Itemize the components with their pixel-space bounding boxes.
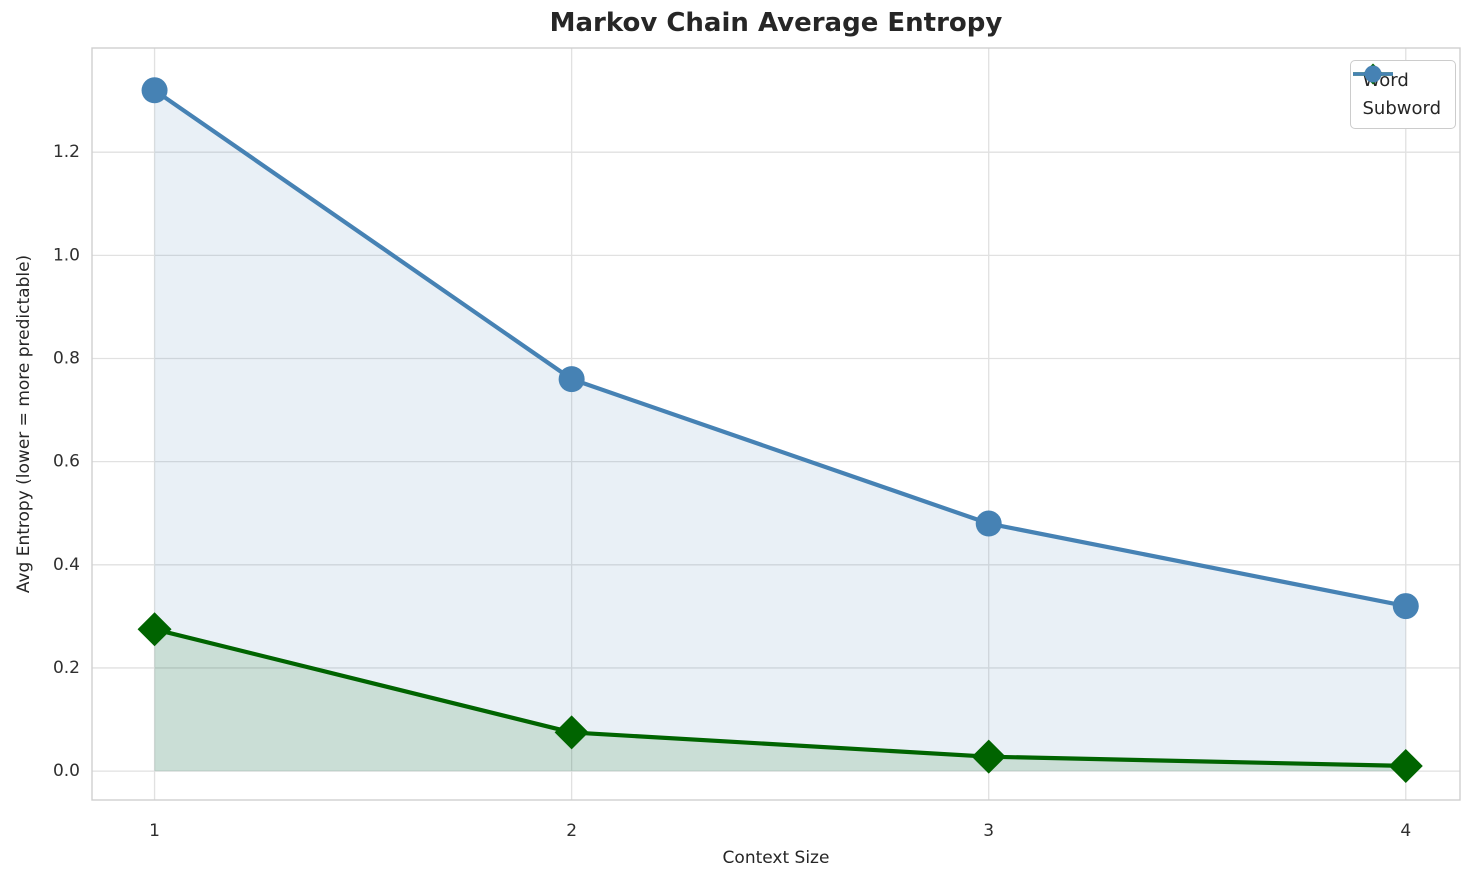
axes-frame (91, 47, 1461, 801)
word-marker-3 (971, 739, 1006, 774)
word-marker-4 (1388, 748, 1423, 783)
x-tick-label-2: 2 (566, 821, 577, 841)
y-tick-label-0: 0.0 (53, 761, 80, 781)
x-tick-label-3: 3 (983, 821, 994, 841)
y-tick-label-0.6: 0.6 (53, 452, 80, 472)
plot-background (92, 48, 1460, 800)
x-axis-label: Context Size (722, 848, 830, 868)
word-area-fill (154, 629, 1406, 772)
subword-line (152, 88, 1408, 609)
word-marker-2 (554, 715, 589, 750)
legend-entry-subword: Subword (1353, 65, 1441, 119)
subword-marker-4 (1392, 593, 1419, 620)
subword-marker-3 (975, 510, 1002, 537)
y-tick-label-0.2: 0.2 (53, 658, 80, 678)
word-marker-1 (137, 612, 172, 647)
circle-marker-icon (1353, 65, 1394, 83)
subword-marker-1 (141, 77, 168, 104)
legend-label: Subword (1362, 98, 1441, 119)
y-tick-label-1: 1.0 (53, 245, 80, 265)
subword-area-fill (154, 90, 1406, 772)
word-line (152, 627, 1408, 769)
chart-title: Markov Chain Average Entropy (549, 8, 1003, 38)
x-tick-label-4: 4 (1400, 821, 1411, 841)
y-tick-label-1.2: 1.2 (53, 142, 80, 162)
subword-marker-2 (558, 366, 585, 393)
x-tick-label-1: 1 (149, 821, 160, 841)
y-tick-label-0.4: 0.4 (53, 555, 80, 575)
legend: Word Subword (1350, 60, 1456, 129)
y-tick-label-0.8: 0.8 (53, 348, 80, 368)
y-axis-label: Avg Entropy (lower = more predictable) (14, 254, 34, 594)
